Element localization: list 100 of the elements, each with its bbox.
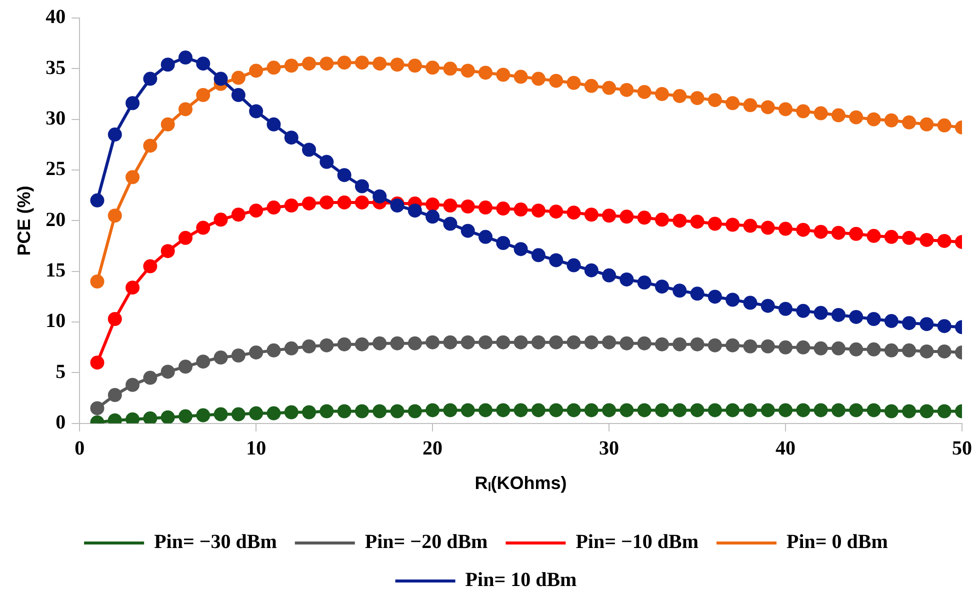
x-tick-label: 10 xyxy=(246,438,266,460)
point xyxy=(796,340,810,354)
point xyxy=(178,50,192,65)
point xyxy=(478,403,493,418)
point xyxy=(566,206,581,220)
point xyxy=(354,179,369,194)
point xyxy=(460,335,475,350)
point xyxy=(90,356,104,370)
point xyxy=(902,115,916,130)
point xyxy=(372,336,387,350)
point xyxy=(426,403,440,418)
point xyxy=(443,62,458,76)
x-tick-label: 50 xyxy=(952,438,972,460)
point xyxy=(390,336,404,350)
point xyxy=(549,253,564,268)
point xyxy=(902,316,916,330)
point xyxy=(108,388,122,402)
legend-label: Pin= 0 dBm xyxy=(786,531,888,554)
point xyxy=(320,195,334,210)
point xyxy=(178,102,192,116)
point xyxy=(672,89,687,104)
point xyxy=(708,403,722,418)
point xyxy=(90,274,104,289)
point xyxy=(478,200,493,215)
point xyxy=(302,142,316,157)
point xyxy=(178,360,192,374)
point xyxy=(460,403,475,418)
point xyxy=(320,338,334,352)
point xyxy=(566,335,581,350)
point xyxy=(496,403,510,418)
point xyxy=(337,56,352,70)
point xyxy=(249,406,264,420)
point xyxy=(160,410,175,424)
y-axis-title: PCE (%) xyxy=(14,186,34,256)
point xyxy=(160,364,175,379)
point xyxy=(602,335,616,350)
point xyxy=(143,138,158,153)
point xyxy=(514,335,528,350)
point xyxy=(778,102,793,116)
point xyxy=(654,403,669,418)
point xyxy=(849,403,864,418)
legend-label: Pin= −20 dBm xyxy=(364,531,488,554)
point xyxy=(708,216,722,231)
point xyxy=(690,337,704,352)
point xyxy=(531,204,546,218)
point xyxy=(549,74,564,88)
point xyxy=(778,302,793,316)
point xyxy=(778,340,793,354)
point xyxy=(654,87,669,102)
point xyxy=(884,404,898,418)
point xyxy=(672,337,687,352)
legend-label: Pin= −30 dBm xyxy=(154,531,278,554)
point xyxy=(690,403,704,418)
point xyxy=(214,212,228,227)
point xyxy=(320,404,334,418)
point xyxy=(302,56,316,71)
point xyxy=(496,335,510,350)
point xyxy=(249,204,264,218)
point xyxy=(849,110,864,124)
point xyxy=(460,224,475,238)
point xyxy=(266,343,281,358)
point xyxy=(620,82,634,97)
point xyxy=(531,335,546,350)
y-tick-label: 40 xyxy=(46,6,66,28)
point xyxy=(884,314,898,328)
point xyxy=(426,197,440,212)
point xyxy=(831,226,846,240)
point xyxy=(726,218,740,232)
x-tick-label: 20 xyxy=(422,438,443,460)
point xyxy=(390,198,404,212)
point xyxy=(796,222,810,237)
point xyxy=(478,230,493,244)
point xyxy=(866,228,881,243)
point xyxy=(266,406,281,420)
point xyxy=(231,70,246,85)
point xyxy=(849,310,864,324)
point xyxy=(778,222,793,236)
point xyxy=(920,404,934,418)
point xyxy=(408,204,422,218)
point xyxy=(831,308,846,322)
point xyxy=(637,403,652,418)
point xyxy=(196,220,210,235)
point xyxy=(937,404,952,418)
point xyxy=(284,58,298,73)
point xyxy=(620,210,634,224)
point xyxy=(143,72,158,86)
point xyxy=(920,232,934,247)
point xyxy=(126,378,140,392)
x-tick-label: 0 xyxy=(74,438,85,460)
x-axis-title: Rₗ(KOhms) xyxy=(474,473,567,494)
point xyxy=(496,236,510,250)
point xyxy=(90,193,104,208)
point xyxy=(849,226,864,241)
point xyxy=(902,404,916,418)
point xyxy=(760,403,775,418)
point xyxy=(760,339,775,354)
point xyxy=(760,220,775,235)
point xyxy=(760,100,775,114)
point xyxy=(160,58,175,72)
point xyxy=(937,344,952,358)
